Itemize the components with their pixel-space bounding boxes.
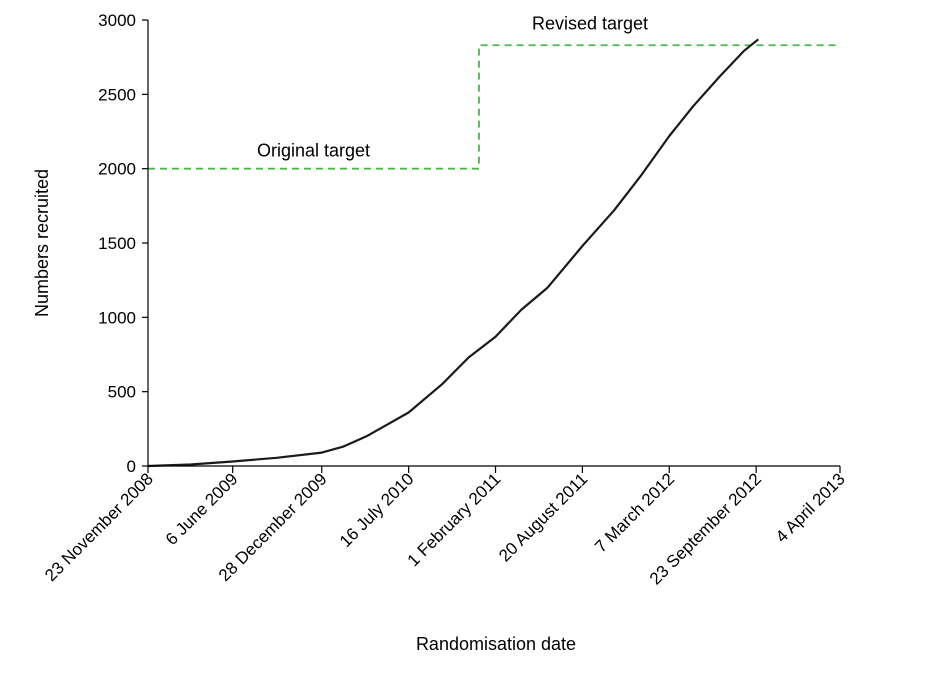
series-layer — [147, 38, 759, 468]
x-tick-label: 1 February 2011 — [404, 469, 505, 570]
target-step-line — [148, 44, 840, 170]
original-target-label: Original target — [257, 141, 370, 161]
revised-target-label: Revised target — [532, 13, 648, 33]
y-tick-label: 500 — [108, 383, 136, 402]
y-ticks: 0 500 1000 1500 2000 2500 3000 — [98, 11, 148, 476]
x-tick-label: 20 August 2011 — [495, 469, 591, 565]
x-tick-label: 16 July 2010 — [336, 469, 418, 551]
x-axis-title: Randomisation date — [416, 634, 576, 654]
y-tick-label: 3000 — [98, 11, 136, 30]
y-tick-label: 1500 — [98, 234, 136, 253]
x-tick-label: 23 November 2008 — [41, 469, 157, 585]
target-layer — [148, 44, 840, 170]
recruitment-series-line — [147, 38, 759, 468]
y-tick-label: 0 — [127, 457, 136, 476]
axes-layer — [147, 20, 840, 467]
annotation-layer: Original target Revised target — [257, 13, 648, 160]
y-tick-label: 2000 — [98, 160, 136, 179]
x-tick-label: 6 June 2009 — [162, 469, 242, 549]
y-tick-label: 2500 — [98, 85, 136, 104]
x-tick-label: 4 April 2013 — [772, 469, 849, 546]
x-tick-label: 7 March 2012 — [591, 469, 678, 556]
y-tick-label: 1000 — [98, 308, 136, 327]
y-axis-title: Numbers recruited — [32, 169, 52, 317]
